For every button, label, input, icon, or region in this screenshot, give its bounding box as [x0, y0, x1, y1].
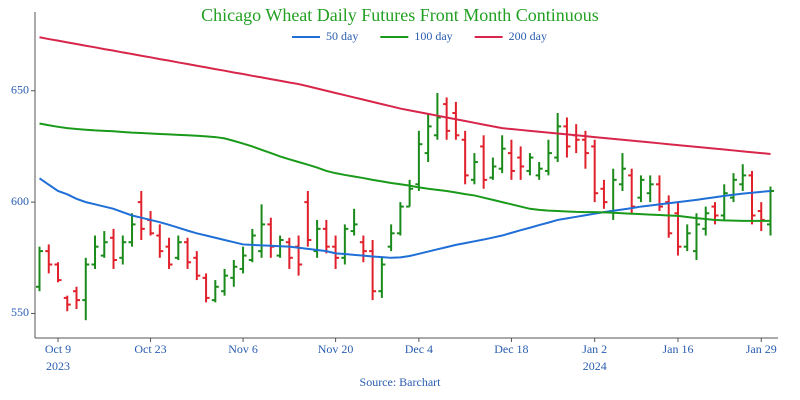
legend-label: 100 day	[414, 29, 452, 43]
y-tick-label: 550	[11, 305, 29, 319]
legend-label: 200 day	[509, 29, 547, 43]
x-tick-label: Jan 16	[662, 342, 693, 356]
x-tick-label: Dec 4	[405, 342, 433, 356]
source-note: Source: Barchart	[360, 375, 442, 389]
x-tick-label: Jan 2	[582, 342, 607, 356]
x-tick-year: 2024	[583, 359, 607, 373]
x-tick-label: Dec 18	[494, 342, 528, 356]
moving-average-line	[38, 177, 771, 259]
x-tick-label: Oct 9	[45, 342, 71, 356]
x-tick-label: Oct 23	[134, 342, 166, 356]
chart-title: Chicago Wheat Daily Futures Front Month …	[201, 5, 599, 25]
moving-average-line	[39, 36, 771, 155]
y-tick-label: 600	[11, 194, 29, 208]
x-tick-label: Nov 6	[228, 342, 258, 356]
moving-average-line	[39, 122, 771, 222]
x-tick-label: Nov 20	[318, 342, 354, 356]
x-tick-label: Jan 29	[746, 342, 777, 356]
y-tick-label: 650	[11, 82, 29, 96]
x-tick-year: 2023	[46, 359, 70, 373]
legend-label: 50 day	[326, 29, 358, 43]
